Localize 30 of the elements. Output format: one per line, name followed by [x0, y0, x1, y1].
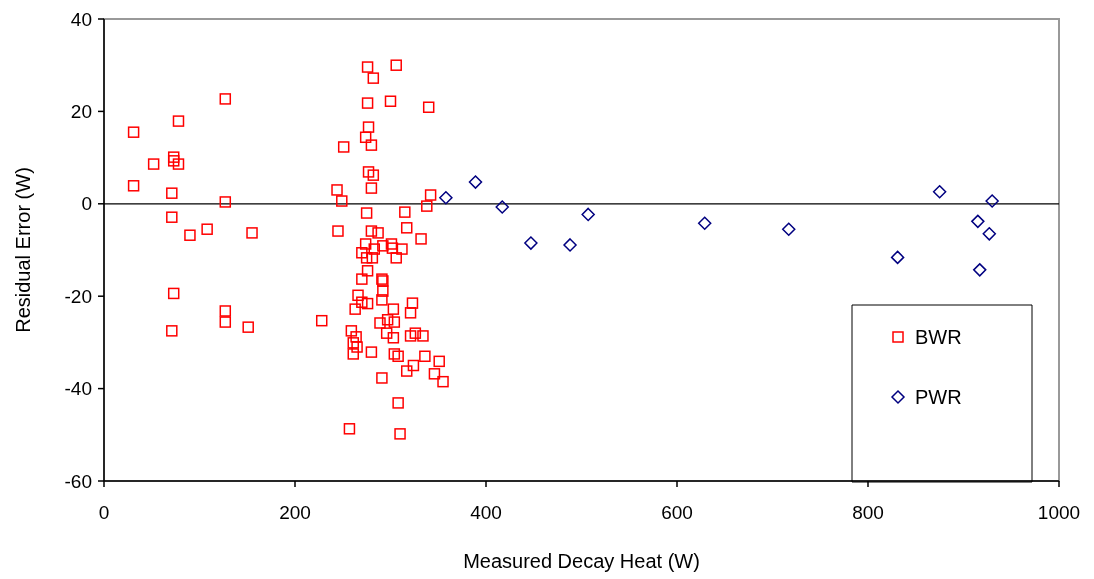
point — [468, 175, 483, 189]
x-tick-label: 400 — [470, 502, 502, 523]
point — [524, 236, 538, 250]
y-tick-label: -60 — [64, 470, 92, 492]
point — [890, 250, 905, 265]
point — [439, 191, 453, 205]
x-tick-label: 600 — [661, 502, 693, 523]
x-tick-label: 1000 — [1037, 502, 1081, 523]
point — [781, 222, 796, 236]
point — [972, 263, 987, 277]
point — [971, 214, 985, 229]
x-axis-title: Measured Decay Heat (W) — [463, 550, 700, 572]
point — [932, 185, 947, 199]
x-tick-label: 0 — [98, 502, 110, 523]
point — [581, 207, 595, 222]
y-tick-label: 40 — [70, 8, 92, 30]
y-tick-label: -20 — [64, 285, 92, 307]
x-tick-label: 200 — [279, 502, 311, 523]
point — [982, 227, 997, 241]
y-tick-label: -40 — [64, 378, 92, 400]
x-tick-label: 800 — [852, 502, 884, 523]
y-axis-title: Residual Error (W) — [12, 167, 34, 333]
y-tick-label: 0 — [81, 193, 92, 215]
point — [563, 238, 577, 252]
point — [495, 200, 509, 214]
point — [985, 194, 999, 208]
legend-label: PWR — [915, 386, 962, 408]
point — [697, 216, 712, 230]
legend-label: BWR — [915, 326, 962, 348]
y-tick-label: 20 — [70, 101, 92, 123]
